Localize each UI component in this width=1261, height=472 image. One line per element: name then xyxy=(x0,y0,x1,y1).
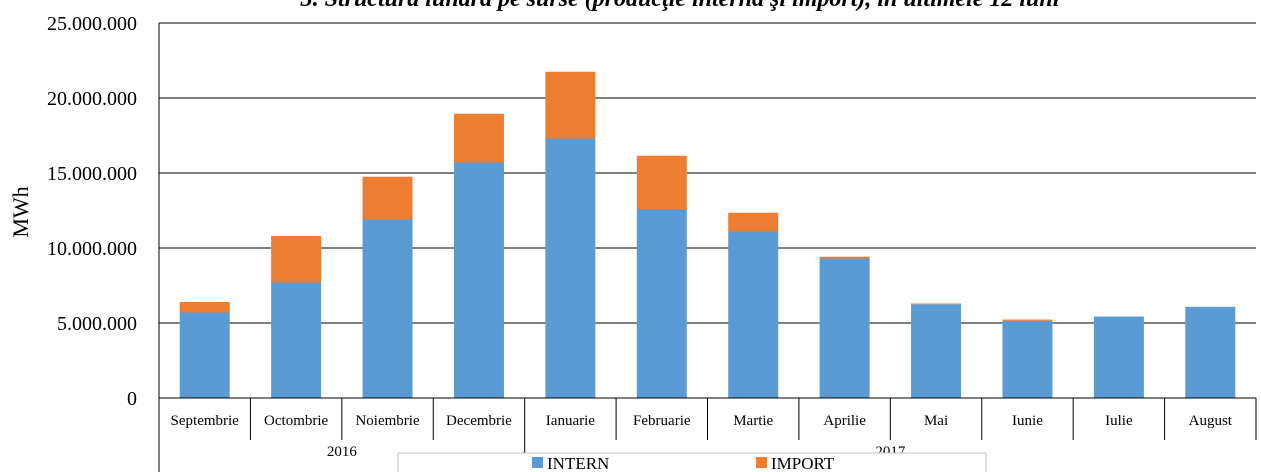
bar-import-aprilie xyxy=(819,256,870,259)
legend-label: INTERN xyxy=(547,454,609,472)
bar-import-septembrie xyxy=(179,302,230,313)
x-tick-label: Ianuarie xyxy=(546,413,595,429)
legend: INTERN IMPORT xyxy=(397,452,987,472)
x-tick-label: Septembrie xyxy=(171,413,240,429)
x-tick-label: Decembrie xyxy=(446,413,512,429)
legend-box xyxy=(397,452,987,472)
y-tick-label: 10.000.000 xyxy=(47,238,137,260)
bar-intern-septembrie xyxy=(179,312,230,398)
bar-intern-martie xyxy=(728,231,779,398)
bar-intern-ianuarie xyxy=(545,138,596,398)
bar-import-noiembrie xyxy=(362,176,413,220)
bar-intern-decembrie xyxy=(453,162,504,398)
bar-import-decembrie xyxy=(453,113,504,163)
y-tick-label: 15.000.000 xyxy=(47,163,137,185)
x-tick-label: Februarie xyxy=(633,413,691,429)
legend-label: IMPORT xyxy=(771,454,835,472)
x-tick-label: Martie xyxy=(733,413,773,429)
bar-import-iunie xyxy=(1002,319,1053,321)
x-tick-label: Iunie xyxy=(1012,413,1043,429)
legend-swatch-import xyxy=(756,457,767,468)
x-axis: Septembrie Octombrie Noiembrie Decembrie Ian… xyxy=(158,23,1257,472)
bar-intern-mai xyxy=(911,304,962,398)
y-axis-label: MWh xyxy=(8,186,33,237)
x-tick-label: August xyxy=(1189,413,1233,429)
bar-import-octombrie xyxy=(271,236,322,283)
bar-intern-octombrie xyxy=(271,282,322,398)
x-tick-label: Iulie xyxy=(1105,413,1133,429)
gridlines xyxy=(159,22,1256,399)
x-tick-label: Octombrie xyxy=(264,413,328,429)
x-tick-label: Noiembrie xyxy=(355,413,419,429)
bar-intern-iunie xyxy=(1002,320,1053,398)
y-tick-label: 0 xyxy=(127,388,137,410)
x-tick-label: Aprilie xyxy=(823,413,866,429)
y-tick-labels: 0 5.000.000 10.000.000 15.000.000 20.000.000… xyxy=(47,13,137,410)
y-tick-label: 25.000.000 xyxy=(47,13,137,35)
bar-import-martie xyxy=(728,212,779,232)
bar-intern-februarie xyxy=(636,209,687,398)
bars xyxy=(179,71,1236,398)
bar-import-ianuarie xyxy=(545,71,596,139)
bar-intern-noiembrie xyxy=(362,219,413,398)
y-tick-label: 5.000.000 xyxy=(57,313,137,335)
bar-intern-aprilie xyxy=(819,258,870,398)
legend-swatch-intern xyxy=(532,457,543,468)
x-tick-label: Mai xyxy=(924,413,948,429)
y-tick-label: 20.000.000 xyxy=(47,88,137,110)
x-year-label: 2016 xyxy=(327,444,358,460)
bar-intern-august xyxy=(1185,306,1236,398)
bar-import-mai xyxy=(911,303,962,305)
bar-intern-iulie xyxy=(1093,316,1144,398)
bar-import-februarie xyxy=(636,155,687,209)
chart-title: 3. Structura lunară pe surse (producţie … xyxy=(300,0,1060,12)
